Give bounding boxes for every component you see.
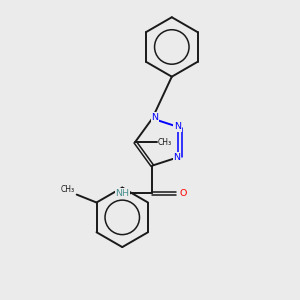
Text: N: N	[173, 153, 181, 162]
Text: CH₃: CH₃	[158, 138, 172, 147]
Text: CH₃: CH₃	[61, 184, 75, 194]
Text: O: O	[180, 189, 188, 198]
Text: N: N	[151, 113, 158, 122]
Text: NH: NH	[116, 189, 130, 198]
Text: N: N	[174, 122, 181, 131]
